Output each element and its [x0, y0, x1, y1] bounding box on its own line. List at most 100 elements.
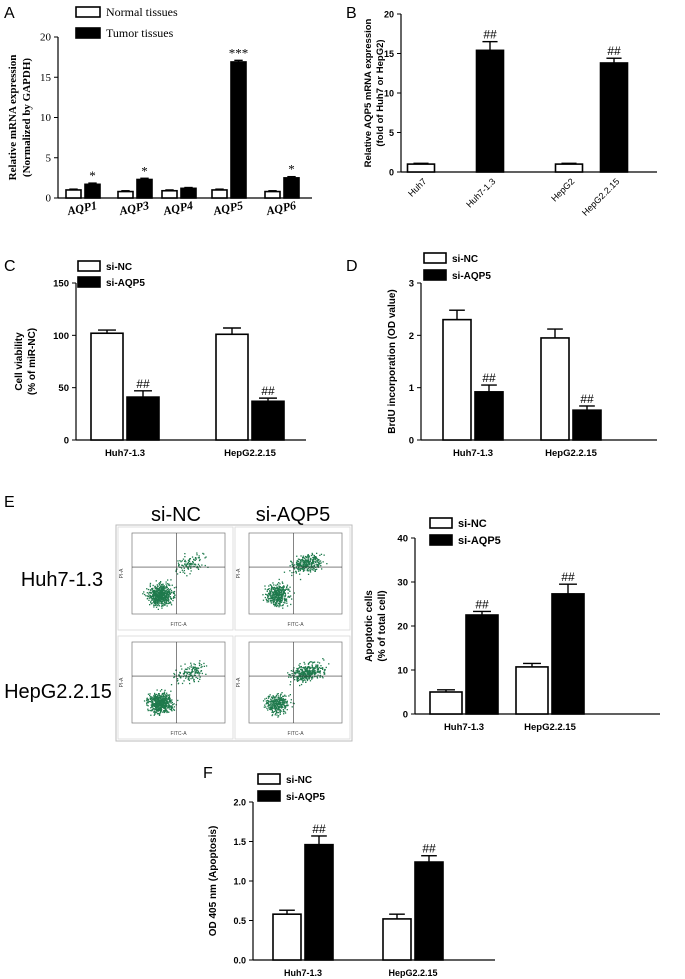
significance-label: * — [288, 162, 295, 177]
y-axis-label: Relative AQP5 mRNA expression — [363, 18, 374, 167]
flow-row-label-hepg2: HepG2.2.15 — [4, 681, 112, 703]
y-axis-label: BrdU incorporation (OD value) — [387, 289, 398, 433]
significance-label: *** — [229, 45, 249, 60]
significance-label: ## — [136, 377, 150, 391]
bar-si-aqp5-hepg2-2-15 — [572, 409, 602, 441]
flow-plot-frame — [234, 635, 351, 740]
legend-label: si-AQP5 — [286, 792, 325, 803]
y-tick-label: 15 — [40, 72, 52, 84]
x-tick-label: AQP1 — [65, 198, 98, 218]
flow-x-axis-label: FITC-A — [170, 731, 187, 737]
flow-plot-axes — [131, 532, 226, 615]
y-axis-label: (% of miR-NC) — [27, 328, 38, 395]
y-tick-label: 3 — [409, 279, 414, 290]
x-tick-label: HepG2 — [549, 176, 576, 203]
bar-tumor-tissues-aqp4 — [180, 187, 197, 199]
y-tick-label: 5 — [46, 152, 52, 164]
x-tick-label: HepG2.2.15 — [580, 176, 621, 217]
legend-label: si-AQP5 — [458, 535, 501, 547]
significance-label: ## — [580, 392, 594, 406]
chart-panel-d: 0 1 2 3 BrdU incorporation (OD value) ## Huh7-… — [387, 252, 657, 459]
legend-swatch — [75, 27, 101, 39]
bar-si-nc-huh7-1-3 — [442, 318, 472, 441]
flow-plot-axes — [131, 641, 226, 724]
y-tick-label: 10 — [384, 89, 394, 99]
significance-label: ## — [422, 842, 436, 856]
y-tick-label: 0 — [46, 193, 52, 205]
legend-label: si-NC — [106, 262, 132, 273]
panel-letter-b: B — [346, 5, 357, 22]
y-tick-label: 20 — [384, 10, 394, 20]
legend-swatch — [257, 773, 281, 785]
bar-huh7-1-3 — [475, 49, 505, 173]
bar-si-nc-hepg2-2-15 — [382, 918, 412, 961]
y-tick-label: 0 — [64, 436, 69, 447]
significance-label: ## — [475, 597, 489, 611]
flow-plot-huh7-si-nc: FITC-A PI-A — [117, 526, 234, 631]
bar-si-aqp5-hepg2-2-15 — [414, 861, 444, 961]
legend-label: Tumor tissues — [106, 26, 174, 40]
flow-plot-hepg2-si-aqp5: FITC-A PI-A — [234, 635, 351, 740]
bar-si-nc-huh7-1-3 — [272, 913, 302, 961]
y-tick-label: 100 — [53, 331, 69, 342]
bar-tumor-tissues-aqp6 — [283, 177, 300, 199]
legend-label: si-AQP5 — [452, 271, 491, 282]
significance-label: ## — [561, 570, 575, 584]
flow-y-axis-label: PI-A — [119, 677, 125, 687]
flow-y-axis-label: PI-A — [236, 568, 242, 578]
y-tick-label: 0 — [403, 710, 408, 721]
bar-tumor-tissues-aqp3 — [136, 178, 153, 199]
significance-label: ## — [607, 44, 621, 58]
x-tick-label: Huh7-1.3 — [464, 176, 497, 209]
chart-panel-a: 0 5 10 15 20 Relative mRNA expression (Normali… — [7, 5, 312, 218]
bar-hepg2-2-15 — [599, 62, 629, 173]
legend-label: si-NC — [452, 254, 478, 265]
x-tick-label: Huh7-1.3 — [444, 722, 484, 733]
y-tick-label: 150 — [53, 279, 69, 290]
bar-normal-tissues-aqp6 — [264, 190, 281, 199]
x-tick-label: Huh7 — [406, 176, 428, 198]
y-tick-label: 5 — [389, 128, 394, 138]
flow-plot-huh7-si-aqp5: FITC-A PI-A — [234, 526, 351, 631]
x-tick-label: Huh7-1.3 — [453, 448, 493, 459]
y-tick-label: 0.0 — [233, 956, 246, 966]
y-tick-label: 1.0 — [233, 877, 246, 887]
chart-panel-c: 0 50 100 150 Cell viability (% of miR-NC) ## Hu… — [14, 260, 306, 459]
significance-label: ## — [261, 384, 275, 398]
flow-plot-axes — [248, 532, 343, 615]
flow-plot-frame — [234, 526, 351, 631]
panel-letter-d: D — [346, 258, 358, 275]
legend-label: si-NC — [286, 775, 312, 786]
bar-normal-tissues-aqp4 — [161, 189, 178, 199]
y-tick-label: 40 — [397, 534, 408, 545]
flow-x-axis-label: FITC-A — [287, 622, 304, 628]
y-axis-label: (% of total cell) — [377, 590, 388, 661]
significance-label: * — [141, 163, 148, 178]
bar-tumor-tissues-aqp1 — [84, 183, 101, 199]
x-tick-label: HepG2.2.15 — [545, 448, 597, 459]
y-axis-label: OD 405 nm (Apoptosis) — [208, 826, 219, 937]
y-tick-label: 10 — [40, 112, 52, 124]
bar-tumor-tissues-aqp5 — [230, 61, 247, 199]
bar-si-nc-hepg2-2-15 — [215, 333, 249, 441]
y-axis-label: (fold of Huh7 or HepG2) — [375, 39, 386, 146]
flow-y-axis-label: PI-A — [119, 568, 125, 578]
flow-frame — [115, 524, 353, 742]
bar-si-aqp5-hepg2-2-15 — [251, 400, 285, 441]
bar-normal-tissues-aqp1 — [65, 189, 82, 199]
flow-row-label-huh7: Huh7-1.3 — [21, 569, 103, 591]
bar-si-aqp5-hepg2-2-15 — [551, 593, 585, 715]
legend-swatch — [77, 276, 101, 288]
bar-si-nc-huh7-1-3 — [429, 691, 463, 715]
flow-y-axis-label: PI-A — [236, 677, 242, 687]
legend-swatch — [429, 517, 453, 529]
y-axis-label: Apoptotic cells — [364, 590, 375, 662]
legend-swatch — [77, 260, 101, 272]
y-tick-label: 10 — [397, 666, 408, 677]
legend-swatch — [429, 534, 453, 546]
flow-plot-frame — [117, 526, 234, 631]
flow-x-axis-label: FITC-A — [287, 731, 304, 737]
panel-letter-f: F — [203, 765, 213, 782]
y-axis-label: Relative mRNA expression — [7, 55, 19, 181]
